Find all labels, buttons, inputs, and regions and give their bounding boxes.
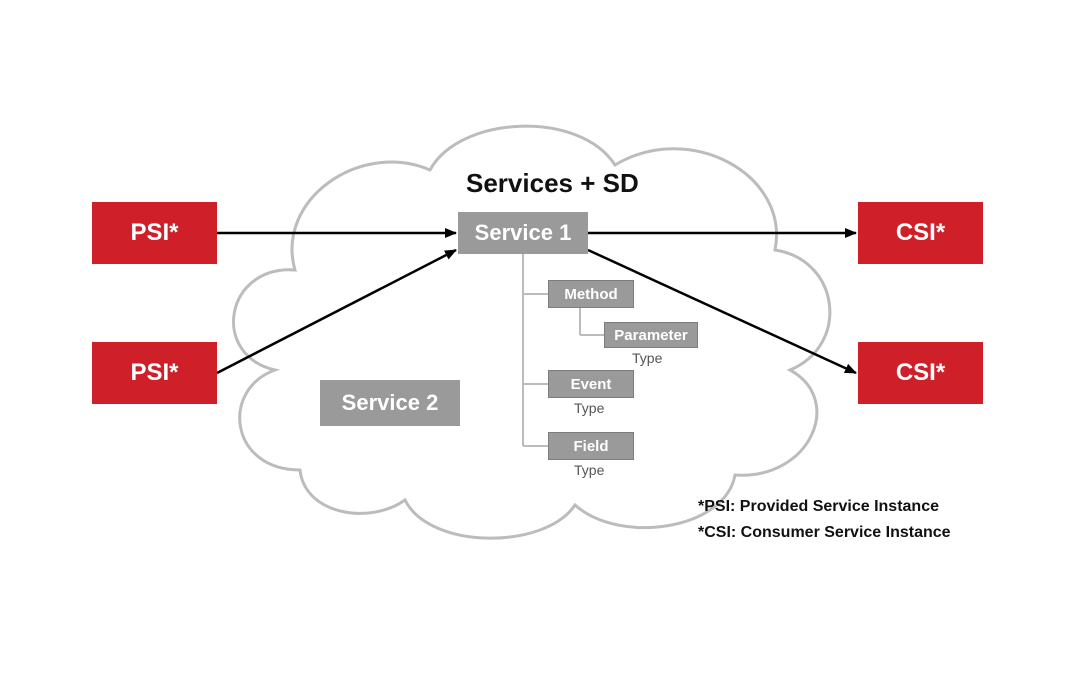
event-box: Event	[548, 370, 634, 398]
diagram-svg	[0, 0, 1080, 674]
method-box: Method	[548, 280, 634, 308]
csi-box-2: CSI*	[858, 342, 983, 404]
service1-box: Service 1	[458, 212, 588, 254]
psi-box-1: PSI*	[92, 202, 217, 264]
psi-box-2: PSI*	[92, 342, 217, 404]
field-box: Field	[548, 432, 634, 460]
diagram-title: Services + SD	[466, 168, 639, 199]
field-type-label: Type	[574, 462, 604, 478]
service2-box: Service 2	[320, 380, 460, 426]
csi-box-1: CSI*	[858, 202, 983, 264]
legend-psi: *PSI: Provided Service Instance	[698, 498, 939, 516]
arrow-psi2-service1	[217, 250, 456, 373]
parameter-type-label: Type	[632, 350, 662, 366]
event-type-label: Type	[574, 400, 604, 416]
arrow-service1-csi2	[588, 250, 856, 373]
legend-csi: *CSI: Consumer Service Instance	[698, 524, 951, 542]
parameter-box: Parameter	[604, 322, 698, 348]
diagram-stage: Services + SD PSI* PSI* CSI* CSI* Servic…	[0, 0, 1080, 674]
arrows	[217, 233, 856, 373]
